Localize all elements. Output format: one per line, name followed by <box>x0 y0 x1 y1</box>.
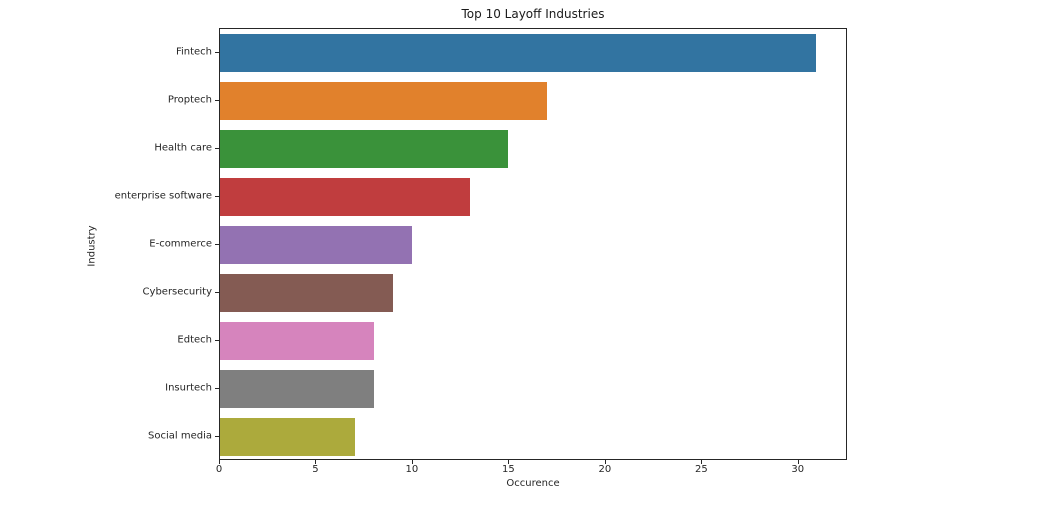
x-tick-mark <box>219 460 220 464</box>
y-tick-mark <box>215 340 219 341</box>
bar-proptech <box>220 82 547 120</box>
x-tick-label: 25 <box>694 464 708 475</box>
x-axis-label: Occurence <box>506 478 560 489</box>
bar-enterprise-software <box>220 178 470 216</box>
x-tick-label: 20 <box>598 464 612 475</box>
y-tick-mark <box>215 196 219 197</box>
y-tick-labels: Fintech Proptech Health care enterprise sof… <box>0 28 212 460</box>
y-tick-mark <box>215 244 219 245</box>
y-tick-label: Social media <box>148 430 212 442</box>
x-tick-mark <box>797 460 799 464</box>
y-tick-mark <box>215 388 219 389</box>
y-tick-label: Proptech <box>167 94 212 106</box>
y-tick-mark <box>215 292 219 293</box>
x-tick-label: 5 <box>312 464 319 475</box>
bar-e-commerce <box>220 226 413 264</box>
bar-health-care <box>220 130 509 168</box>
y-tick-label: Cybersecurity <box>142 286 212 298</box>
x-tick-mark <box>604 460 606 464</box>
y-tick-label: E-commerce <box>149 238 212 250</box>
bar-cybersecurity <box>220 274 394 312</box>
bar-social-media <box>220 418 355 456</box>
y-tick-label: Insurtech <box>165 382 212 394</box>
x-tick-label: 0 <box>215 464 223 475</box>
x-tick-mark <box>701 460 703 464</box>
y-tick-label: Health care <box>154 142 212 154</box>
x-tick-mark <box>508 460 510 464</box>
bar-fintech <box>220 34 817 72</box>
x-tick-label: 30 <box>791 464 805 475</box>
x-tick-label: 10 <box>405 464 419 475</box>
x-tick-mark <box>411 460 413 464</box>
y-tick-mark <box>215 436 219 437</box>
x-tick-label: 15 <box>502 464 515 475</box>
y-tick-label: enterprise software <box>114 190 212 202</box>
plot-area <box>219 28 847 460</box>
y-tick-label: Fintech <box>175 46 212 58</box>
bar-edtech <box>220 322 374 360</box>
y-tick-mark <box>215 148 219 149</box>
y-tick-mark <box>215 100 219 101</box>
y-tick-label: Edtech <box>177 334 212 346</box>
bar-insurtech <box>220 370 374 408</box>
y-tick-mark <box>215 52 219 53</box>
chart-title: Top 10 Layoff Industries <box>461 7 605 21</box>
x-tick-mark <box>315 460 317 464</box>
